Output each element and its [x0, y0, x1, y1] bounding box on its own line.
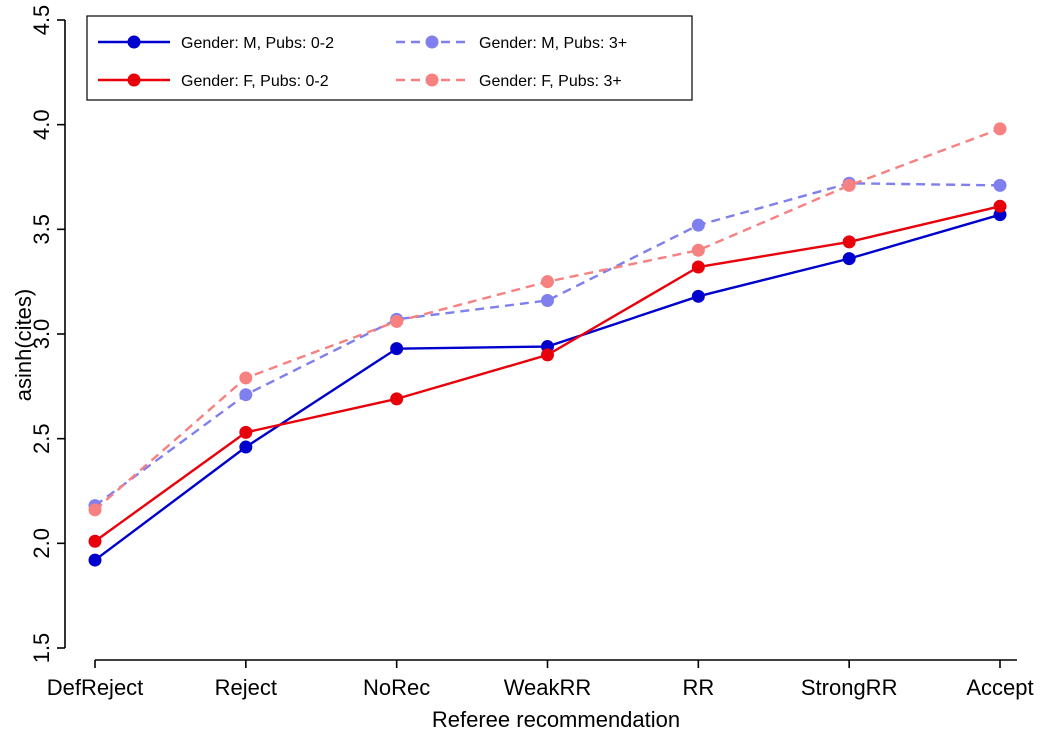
y-tick-label: 4.0: [29, 109, 54, 140]
series-0: [88, 208, 1007, 567]
y-tick-label: 3.5: [29, 214, 54, 245]
x-tick-label: StrongRR: [801, 675, 898, 700]
axes: [64, 20, 1017, 661]
series-line: [94, 205, 1001, 543]
data-point: [842, 252, 856, 266]
x-ticks: DefReject Reject NoRec WeakRR RR StrongRR Acce…: [47, 660, 1034, 700]
x-tick-label: WeakRR: [504, 675, 592, 700]
y-ticks: 1.5 2.0 2.5 3.0 3.5 4.0 4.5: [29, 5, 65, 664]
data-point: [390, 392, 404, 406]
data-point: [541, 294, 554, 308]
series-1: [88, 199, 1007, 548]
data-point: [691, 260, 705, 274]
legend-label: Gender: F, Pubs: 3+: [479, 73, 622, 90]
x-tick-label: NoRec: [363, 675, 430, 700]
legend-marker: [425, 73, 439, 87]
y-tick-label: 4.5: [29, 5, 54, 36]
legend-label: Gender: M, Pubs: 3+: [479, 35, 627, 52]
data-point: [88, 503, 102, 517]
data-point: [541, 348, 554, 362]
data-point: [842, 178, 856, 192]
x-tick-label: Reject: [215, 675, 277, 700]
data-point: [239, 388, 253, 402]
legend-marker: [127, 73, 141, 87]
x-axis-title: Referee recommendation: [432, 707, 680, 732]
data-point: [88, 534, 102, 548]
series-layer: [88, 122, 1007, 567]
y-tick-label: 2.5: [29, 423, 54, 454]
legend-box: [86, 15, 693, 101]
x-tick-label: Accept: [966, 675, 1033, 700]
data-point: [993, 122, 1007, 136]
y-tick-label: 3.0: [29, 319, 54, 350]
data-point: [993, 178, 1007, 192]
x-tick-label: DefReject: [47, 675, 144, 700]
legend: Gender: M, Pubs: 0-2 Gender: M, Pubs: 3+ G…: [86, 15, 693, 101]
legend-label: Gender: F, Pubs: 0-2: [181, 73, 329, 90]
data-point: [239, 371, 253, 385]
data-point: [691, 243, 705, 257]
data-point: [390, 342, 404, 356]
series-line: [94, 213, 1001, 562]
data-point: [239, 425, 253, 439]
data-point: [239, 440, 253, 454]
series-line: [94, 127, 1001, 511]
series-3: [88, 122, 1007, 517]
data-point: [691, 289, 705, 303]
y-tick-label: 1.5: [29, 633, 54, 664]
data-point: [842, 235, 856, 249]
x-tick-label: RR: [682, 675, 714, 700]
data-point: [993, 199, 1007, 213]
data-point: [88, 553, 102, 567]
y-tick-label: 2.0: [29, 528, 54, 559]
data-point: [541, 275, 554, 289]
legend-label: Gender: M, Pubs: 0-2: [181, 35, 334, 52]
data-point: [390, 314, 404, 328]
legend-marker: [127, 35, 141, 49]
data-point: [691, 218, 705, 232]
legend-marker: [425, 35, 439, 49]
y-axis-title: asinh(cites): [11, 289, 36, 401]
